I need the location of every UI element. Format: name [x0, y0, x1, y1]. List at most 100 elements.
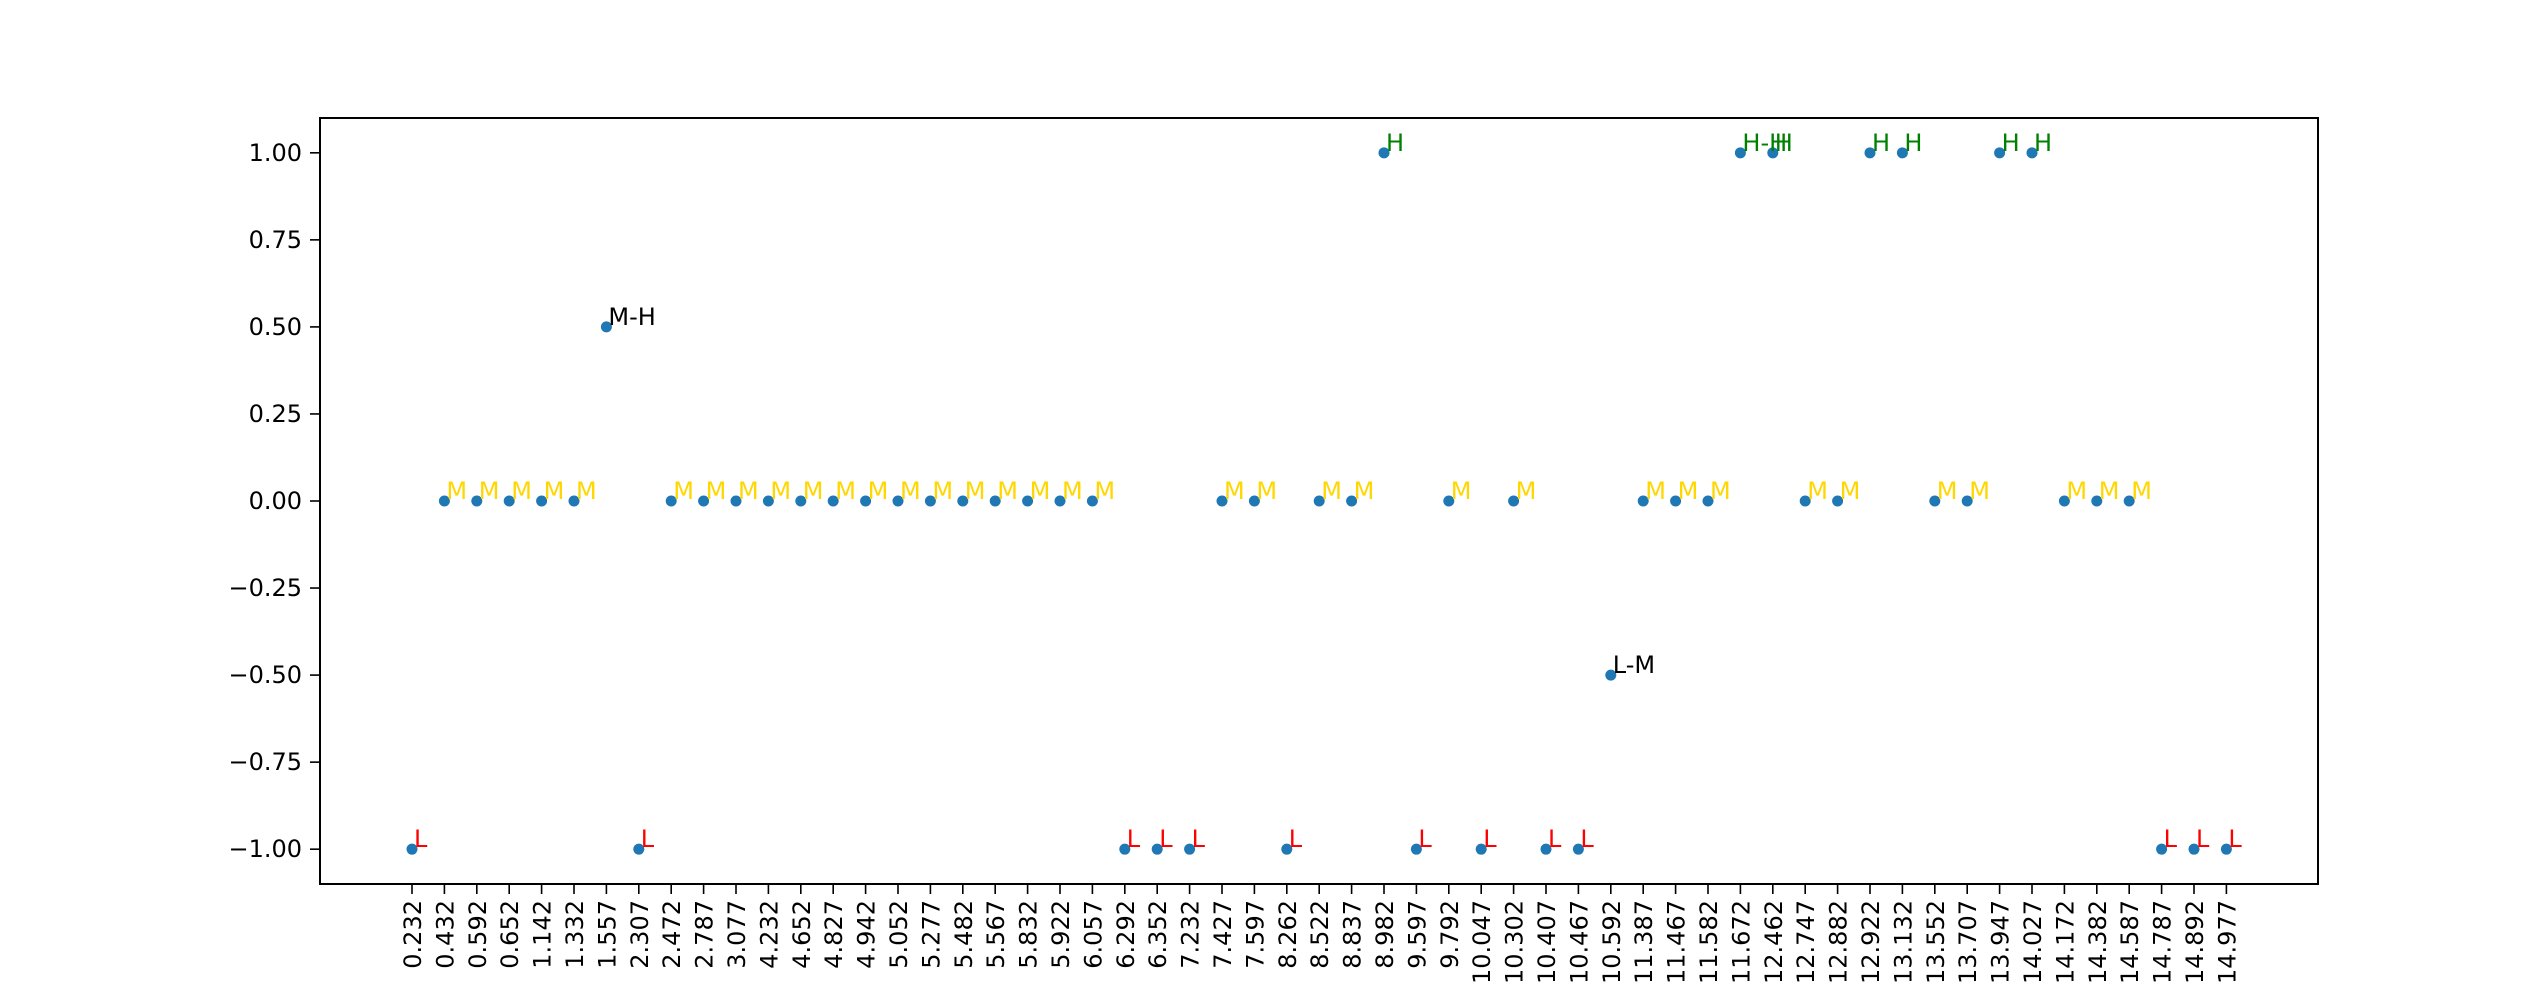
data-point: [568, 495, 580, 507]
x-tick-label: 6.352: [1144, 900, 1172, 969]
x-tick-label: 5.922: [1047, 900, 1075, 969]
data-point: [536, 495, 548, 507]
point-label: H-H: [1742, 129, 1787, 157]
data-point: [860, 495, 872, 507]
y-tick-label: −0.50: [228, 661, 302, 689]
point-label: M: [997, 477, 1018, 505]
point-label: M: [1030, 477, 1051, 505]
data-point: [1054, 495, 1066, 507]
data-point: [2188, 843, 2200, 855]
data-point: [2123, 495, 2135, 507]
point-label: M: [1840, 477, 1861, 505]
x-tick-label: 5.277: [917, 900, 945, 969]
point-label: M: [706, 477, 727, 505]
point-label: M: [2066, 477, 2087, 505]
x-tick-label: 2.787: [691, 900, 719, 969]
point-label: M: [965, 477, 986, 505]
data-point: [1572, 843, 1584, 855]
x-tick-label: 11.582: [1695, 900, 1723, 982]
data-point: [1799, 495, 1811, 507]
data-point: [762, 495, 774, 507]
point-label: L: [2164, 825, 2178, 853]
x-tick-label: 14.892: [2181, 900, 2209, 982]
y-tick-label: 0.25: [249, 400, 302, 428]
point-label: M: [1321, 477, 1342, 505]
point-label: M: [544, 477, 565, 505]
x-tick-label: 6.057: [1079, 900, 1107, 969]
point-label: M: [1645, 477, 1666, 505]
point-label: L: [2228, 825, 2242, 853]
x-tick-label: 8.262: [1274, 900, 1302, 969]
point-label: L-M: [1613, 651, 1655, 679]
x-tick-label: 0.652: [496, 900, 524, 969]
data-point: [1475, 843, 1487, 855]
x-tick-label: 5.832: [1015, 900, 1043, 969]
data-point: [698, 495, 710, 507]
x-tick-label: 0.592: [464, 900, 492, 969]
x-tick-label: 2.307: [626, 900, 654, 969]
data-point: [892, 495, 904, 507]
point-label: M: [511, 477, 532, 505]
data-point: [1896, 147, 1908, 159]
point-label: M: [2131, 477, 2152, 505]
data-point: [1670, 495, 1682, 507]
point-label: L: [414, 825, 428, 853]
x-tick-label: 13.947: [1987, 900, 2015, 982]
x-tick-label: 12.922: [1857, 900, 1885, 982]
point-label: M: [479, 477, 500, 505]
y-tick-label: 0.75: [249, 226, 302, 254]
point-label: M: [1062, 477, 1083, 505]
point-label: M: [446, 477, 467, 505]
x-tick-label: 11.672: [1727, 900, 1755, 982]
x-tick-label: 3.077: [723, 900, 751, 969]
y-tick-label: −0.75: [228, 748, 302, 776]
data-point: [2156, 843, 2168, 855]
data-point: [1184, 843, 1196, 855]
x-tick-label: 14.587: [2116, 900, 2144, 982]
x-tick-label: 5.052: [885, 900, 913, 969]
point-label: H: [2034, 129, 2052, 157]
data-point: [1086, 495, 1098, 507]
point-label: H: [1775, 129, 1793, 157]
x-tick-label: 14.977: [2213, 900, 2241, 982]
y-tick-label: 1.00: [249, 139, 302, 167]
x-tick-label: 7.232: [1177, 900, 1205, 969]
y-axis: 1.00 0.75 0.50 0.25 0.00 −0.25 −0.50 −0.75 −1.00: [228, 139, 320, 863]
x-tick-label: 2.472: [658, 900, 686, 969]
data-point: [1864, 147, 1876, 159]
x-tick-label: 5.567: [982, 900, 1010, 969]
x-tick-label: 10.407: [1533, 900, 1561, 982]
point-label: H: [1872, 129, 1890, 157]
data-point: [503, 495, 515, 507]
data-point: [1961, 495, 1973, 507]
point-label: M: [1516, 477, 1537, 505]
data-point: [438, 495, 450, 507]
x-tick-label: 10.592: [1598, 900, 1626, 982]
point-label: M: [2099, 477, 2120, 505]
point-label: M: [673, 477, 694, 505]
point-label: L: [1127, 825, 1141, 853]
y-tick-label: −0.25: [228, 574, 302, 602]
point-label: H: [1904, 129, 1922, 157]
x-tick-label: 10.467: [1565, 900, 1593, 982]
x-tick-label: 11.467: [1663, 900, 1691, 982]
x-tick-label: 9.792: [1436, 900, 1464, 969]
x-tick-label: 5.482: [950, 900, 978, 969]
point-label: L: [2196, 825, 2210, 853]
x-tick-label: 12.462: [1760, 900, 1788, 982]
point-label: H: [2002, 129, 2020, 157]
data-point: [1022, 495, 1034, 507]
point-label: M: [835, 477, 856, 505]
x-tick-label: 1.557: [593, 900, 621, 969]
point-label: M: [1937, 477, 1958, 505]
point-label: L: [1289, 825, 1303, 853]
data-point: [989, 495, 1001, 507]
y-tick-label: 0.50: [249, 313, 302, 341]
data-point: [1994, 147, 2006, 159]
point-label: M: [1710, 477, 1731, 505]
x-tick-label: 4.942: [853, 900, 881, 969]
point-label: M: [1451, 477, 1472, 505]
x-tick-label: 4.827: [820, 900, 848, 969]
point-label: M: [932, 477, 953, 505]
